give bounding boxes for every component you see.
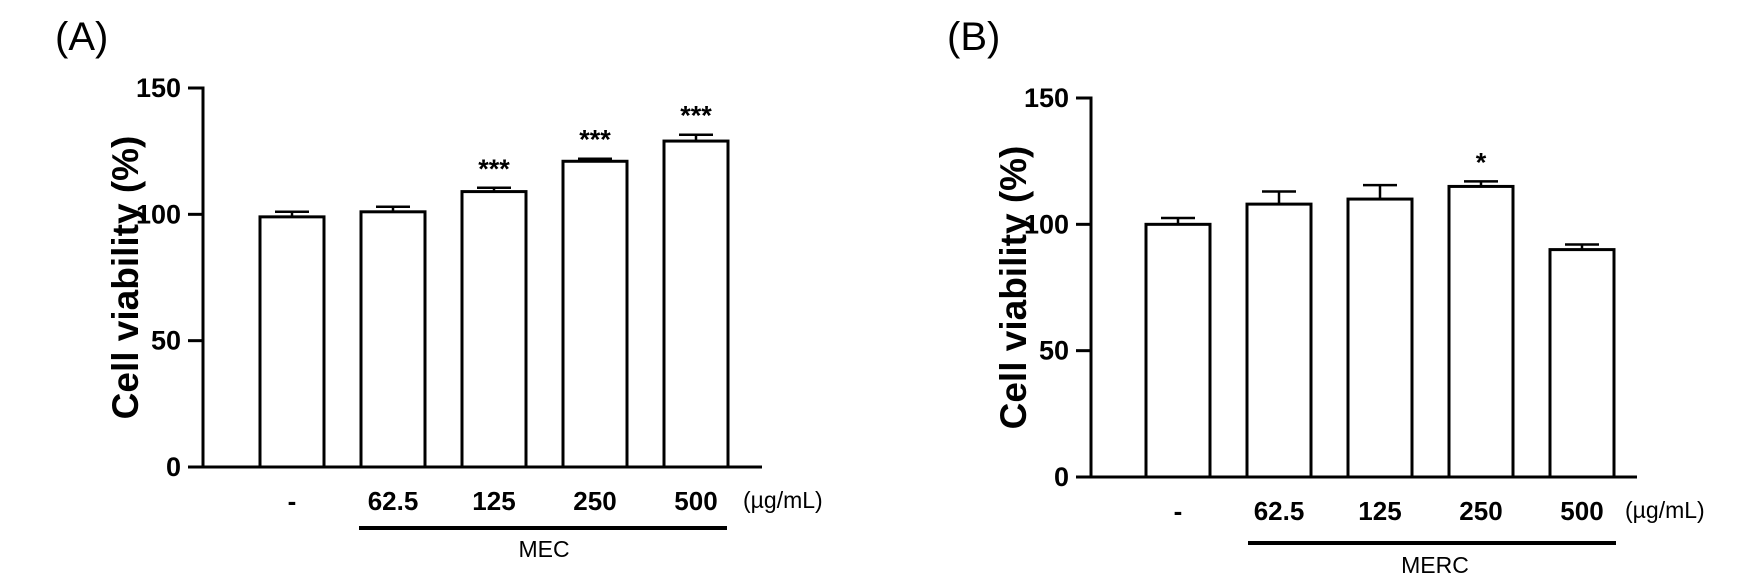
y-tick-label: 100 xyxy=(1024,209,1069,239)
x-tick-label: - xyxy=(1174,496,1183,526)
significance-mark: *** xyxy=(478,154,510,184)
unit-label: (µg/mL) xyxy=(1625,497,1705,523)
group-label: MERC xyxy=(1401,552,1469,578)
x-tick-label: 250 xyxy=(573,486,616,516)
chart-panel-a: (A) 0 50 100 150 Cell viability (%) - 62.5 *** 12… xyxy=(55,15,823,562)
panel-letter: (A) xyxy=(55,15,108,59)
y-axis-label: Cell viability (%) xyxy=(993,146,1034,430)
unit-label: (µg/mL) xyxy=(743,487,823,513)
x-tick-label: 500 xyxy=(1560,496,1603,526)
bar xyxy=(1548,248,1616,479)
significance-mark: * xyxy=(1476,147,1487,177)
bar xyxy=(460,190,528,469)
y-tick-label: 150 xyxy=(1024,83,1069,113)
x-tick-label: 250 xyxy=(1459,496,1502,526)
bar xyxy=(662,139,730,469)
significance-mark: *** xyxy=(579,125,611,155)
group-label: MEC xyxy=(518,536,569,562)
chart-panel-b: (B) 0 50 100 150 Cell viability (%) - 62.5 125 * 2… xyxy=(947,15,1705,578)
bar xyxy=(258,215,326,469)
bar xyxy=(561,159,629,469)
y-tick-label: 0 xyxy=(166,452,181,482)
x-tick-label: 125 xyxy=(472,486,515,516)
x-tick-label: 62.5 xyxy=(368,486,419,516)
y-tick-label: 100 xyxy=(136,199,181,229)
x-tick-label: 125 xyxy=(1358,496,1401,526)
bar xyxy=(1245,202,1313,479)
y-tick-label: 50 xyxy=(151,326,181,356)
y-tick-label: 150 xyxy=(136,73,181,103)
x-tick-label: 62.5 xyxy=(1254,496,1305,526)
significance-mark: *** xyxy=(680,101,712,131)
bar xyxy=(1346,197,1414,479)
y-axis-label: Cell viability (%) xyxy=(105,136,146,420)
panel-letter: (B) xyxy=(947,15,1000,59)
bar xyxy=(359,210,427,469)
bar xyxy=(1144,222,1212,479)
x-tick-label: 500 xyxy=(674,486,717,516)
x-tick-label: - xyxy=(288,486,297,516)
y-tick-label: 0 xyxy=(1054,462,1069,492)
y-tick-label: 50 xyxy=(1039,336,1069,366)
bar xyxy=(1447,184,1515,479)
